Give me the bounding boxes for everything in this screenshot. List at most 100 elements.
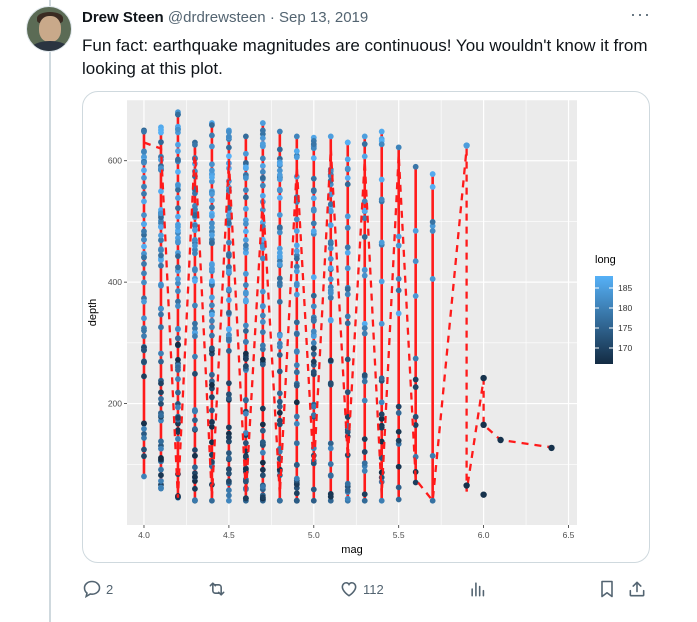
action-bar: 2 112 [0, 576, 697, 602]
data-point [412, 413, 419, 420]
data-point [293, 420, 300, 427]
more-options-icon[interactable]: ··· [630, 4, 651, 24]
data-point [259, 421, 266, 428]
tweet-date[interactable]: Sep 13, 2019 [279, 9, 369, 26]
data-point [141, 198, 147, 205]
data-point [310, 187, 317, 193]
author-name[interactable]: Drew Steen [82, 9, 164, 26]
data-point [192, 485, 198, 492]
data-point [192, 141, 198, 148]
data-point [310, 403, 317, 410]
data-point [209, 161, 215, 168]
data-point [141, 347, 147, 354]
data-point [192, 278, 198, 284]
data-point [463, 142, 470, 149]
data-point [276, 245, 283, 252]
data-point [293, 399, 300, 406]
data-point [141, 254, 147, 261]
data-point [242, 228, 249, 235]
data-point [209, 332, 215, 339]
data-point [175, 356, 181, 363]
x-tick-label: 6.0 [478, 530, 490, 540]
share-button[interactable] [627, 579, 647, 599]
reply-icon [83, 580, 101, 599]
data-point [158, 247, 164, 254]
data-point [209, 497, 215, 504]
data-point [327, 133, 334, 140]
data-point [158, 282, 164, 289]
data-point [276, 194, 283, 201]
data-point [259, 472, 266, 479]
tweet-media-image[interactable]: 4.0 4.5 5.0 5.5 6.0 6.5 200 400 600 mag depth long 1… [82, 91, 650, 563]
data-point [158, 445, 164, 452]
data-point [429, 183, 436, 190]
data-point [209, 278, 215, 284]
data-point [361, 372, 368, 378]
data-point [192, 267, 198, 274]
data-point [293, 242, 300, 249]
reply-button[interactable]: 2 [82, 579, 113, 599]
data-point [158, 257, 164, 264]
data-point [293, 490, 300, 497]
data-point [310, 328, 317, 335]
data-point [225, 470, 232, 477]
data-point [158, 396, 164, 402]
data-point [141, 279, 147, 286]
data-point [225, 391, 232, 398]
data-point [175, 414, 181, 421]
data-point [175, 213, 181, 220]
data-point [242, 298, 249, 305]
data-point [412, 258, 419, 265]
bookmark-button[interactable] [597, 579, 617, 599]
data-point [310, 141, 317, 147]
legend-colorbar [595, 276, 613, 364]
y-tick-label: 400 [108, 277, 122, 287]
data-point [310, 207, 317, 214]
y-tick-label: 600 [108, 156, 122, 166]
like-button[interactable]: 112 [339, 579, 384, 599]
data-point [175, 335, 181, 342]
data-point [293, 282, 300, 289]
data-point [344, 224, 351, 231]
x-tick-label: 6.5 [563, 530, 575, 540]
data-point [344, 495, 351, 502]
tweet-text: Fun fact: earthquake magnitudes are cont… [82, 36, 648, 78]
author-handle[interactable]: @drdrewsteen [167, 9, 266, 26]
data-point [175, 253, 181, 260]
data-point [141, 228, 147, 235]
data-point [175, 367, 181, 373]
data-point [242, 440, 249, 446]
data-point [310, 175, 317, 182]
data-point [310, 339, 317, 346]
data-point [378, 424, 385, 431]
data-point [175, 195, 181, 201]
data-point [192, 320, 198, 327]
data-point [175, 376, 181, 382]
data-point [361, 497, 368, 504]
legend-tick-label: 180 [618, 303, 632, 313]
retweet-button[interactable] [206, 579, 232, 599]
data-point [175, 141, 181, 148]
data-point [276, 332, 283, 339]
views-button[interactable] [468, 579, 488, 599]
data-point [344, 313, 351, 320]
data-point [327, 317, 334, 324]
data-point [344, 487, 351, 494]
data-point [141, 315, 147, 322]
data-point [242, 355, 249, 362]
data-point [175, 223, 181, 230]
data-point [242, 175, 249, 181]
data-point [361, 325, 368, 332]
data-point [378, 399, 385, 406]
data-point [361, 436, 368, 442]
data-point [276, 417, 283, 424]
data-point [276, 186, 283, 193]
data-point [276, 275, 283, 282]
data-point [242, 328, 249, 334]
data-point [378, 128, 385, 135]
data-point [276, 261, 283, 268]
avatar[interactable] [26, 6, 72, 52]
data-point [395, 484, 402, 491]
data-point [395, 242, 402, 249]
data-point [293, 263, 300, 270]
